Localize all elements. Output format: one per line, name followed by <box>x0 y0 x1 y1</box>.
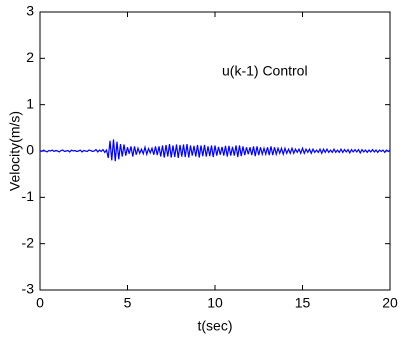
y-axis-label: Velocity(m/s) <box>7 111 23 191</box>
x-tick-label: 10 <box>207 295 223 311</box>
y-tick-label: -3 <box>22 281 35 297</box>
x-tick-label: 15 <box>295 295 311 311</box>
data-line <box>39 139 391 162</box>
x-tick-label: 0 <box>36 295 44 311</box>
y-tick-label: 2 <box>26 49 34 65</box>
y-tick-label: -2 <box>22 234 35 250</box>
y-tick-label: 3 <box>26 3 34 19</box>
x-tick-label: 20 <box>382 295 398 311</box>
y-tick-label: -1 <box>22 188 35 204</box>
y-tick-label: 1 <box>26 95 34 111</box>
y-tick-label: 0 <box>26 142 34 158</box>
annotation: u(k-1) Control <box>222 63 308 79</box>
x-axis-label: t(sec) <box>198 318 233 334</box>
x-tick-label: 5 <box>124 295 132 311</box>
